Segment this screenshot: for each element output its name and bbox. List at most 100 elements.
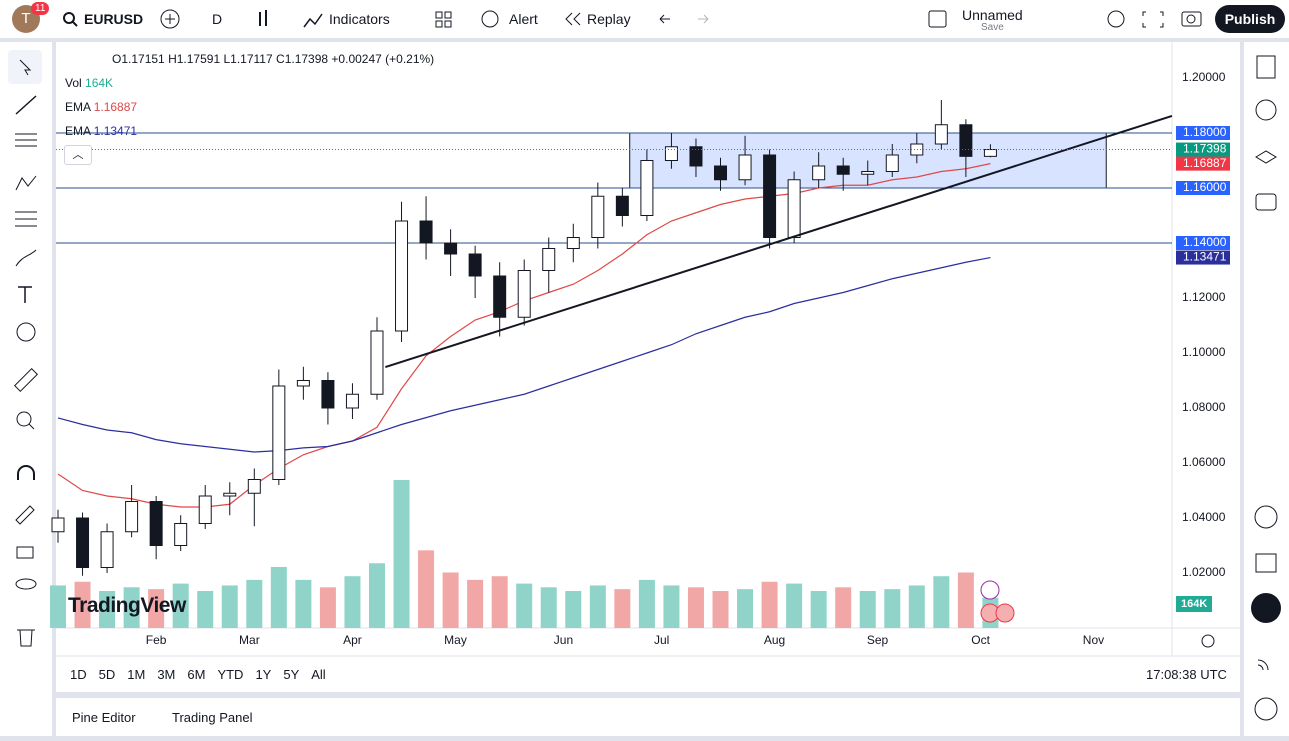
volume-bar (638, 579, 655, 628)
x-tick-label: Sep (867, 633, 889, 647)
x-tick-label: Nov (1083, 633, 1104, 647)
layout-name[interactable]: Unnamed (962, 7, 1023, 23)
x-tick-label: May (444, 633, 467, 647)
range-button[interactable]: 1Y (255, 667, 272, 682)
tab[interactable]: Trading Panel (172, 710, 253, 725)
badge: 11 (31, 2, 50, 15)
save[interactable]: Save (981, 22, 1004, 33)
volume-bar (221, 585, 238, 628)
collapse-legend[interactable]: ︿ (64, 145, 92, 165)
range-button[interactable]: 1D (70, 667, 87, 682)
toolbar-icons (63, 9, 1202, 29)
vol-legend: Vol 164K (65, 76, 113, 90)
volume-bar (761, 581, 778, 628)
close-prefix: C (276, 52, 285, 66)
price-tag-label: 1.16000 (1183, 180, 1227, 194)
volume-bar (123, 587, 140, 628)
ema-value: 1.16887 (93, 100, 138, 114)
candle-body (419, 220, 433, 244)
ema-legend: EMA 1.16887 (65, 100, 137, 114)
volume-bar (884, 589, 901, 628)
vol-name: Vol (65, 76, 82, 90)
candle-body (198, 495, 212, 524)
volume-bar (148, 589, 165, 628)
candle-body (444, 242, 458, 255)
candle-body (934, 124, 948, 145)
volume-bar (418, 550, 435, 628)
range-button[interactable]: 3M (157, 667, 176, 682)
range-button[interactable]: 5Y (283, 667, 300, 682)
candle-body (149, 501, 163, 546)
candle-body (345, 393, 359, 409)
ema-name: EMA (65, 124, 91, 138)
volume-bar (99, 591, 116, 628)
price-tag-label: 1.16887 (1183, 156, 1227, 170)
range-button[interactable]: 1M (127, 667, 146, 682)
x-tick-label: Feb (146, 633, 167, 647)
open-value: 1.17151 (121, 52, 165, 66)
volume-bar (712, 591, 729, 628)
candle-body (517, 270, 531, 318)
volume-bar (368, 563, 385, 628)
vol-value: 164K (85, 76, 114, 90)
candle-body (591, 195, 605, 238)
price-tag (1176, 236, 1230, 250)
indicators[interactable]: Indicators (329, 11, 390, 27)
volume-bar (246, 579, 263, 628)
volume-bar (908, 585, 925, 628)
candle-body (615, 195, 629, 216)
bottom-panel: Pine Editor Trading Panel (56, 698, 1240, 736)
range-bar: 1D 5D 1M 3M 6M YTD 1Y 5Y All (64, 667, 332, 682)
alert[interactable]: Alert (509, 11, 538, 27)
candle-body (983, 149, 997, 157)
candle-body (174, 523, 188, 546)
tab[interactable]: Pine Editor (72, 710, 136, 725)
candle-body (370, 330, 384, 395)
candle-body (468, 253, 482, 277)
price-tag-label: 1.18000 (1183, 125, 1227, 139)
price-tag-label: 1.14000 (1183, 235, 1227, 249)
volume-bar (786, 583, 803, 628)
high-value: 1.17591 (176, 52, 221, 66)
symbol[interactable]: EURUSD (84, 11, 144, 27)
price-tag (1176, 126, 1230, 140)
event-icon (995, 603, 1015, 623)
candle-body (125, 501, 139, 533)
high-prefix: H (168, 52, 177, 66)
price-tag-label: 1.17398 (1183, 142, 1227, 156)
close-value: 1.17398 (284, 52, 329, 66)
replay[interactable]: Replay (587, 11, 631, 27)
volume-bar (74, 581, 91, 628)
drawing-tools (8, 50, 42, 647)
volume-bar (957, 572, 974, 628)
ema-name: EMA (65, 100, 91, 114)
x-tick-label: Oct (971, 633, 990, 647)
candle-body (787, 179, 801, 238)
range-button[interactable]: 6M (187, 667, 206, 682)
range-button[interactable]: 5D (98, 667, 116, 682)
candle-body (51, 517, 65, 533)
volume-bar (737, 589, 754, 628)
candle-body (689, 146, 703, 167)
candle-body (763, 154, 777, 238)
volume-bar (835, 587, 852, 628)
publish[interactable]: Publish (1215, 5, 1285, 33)
interval[interactable]: D (212, 11, 223, 27)
candle-body (861, 171, 875, 175)
volume-bar (491, 576, 508, 628)
ema-line (57, 256, 991, 453)
volume-bar (344, 576, 361, 628)
candle-body (959, 124, 973, 157)
volume-bar (859, 591, 876, 628)
y-tick-label: 1.06000 (1182, 455, 1226, 469)
volume-bar (614, 589, 631, 628)
range-button[interactable]: YTD (217, 667, 244, 682)
y-tick-label: 1.12000 (1182, 290, 1226, 304)
x-tick-label: Aug (764, 633, 785, 647)
volume-bar (663, 585, 680, 628)
ema-value: 1.13471 (93, 124, 138, 138)
range-button[interactable]: All (311, 667, 326, 682)
volume-bar (810, 591, 827, 628)
